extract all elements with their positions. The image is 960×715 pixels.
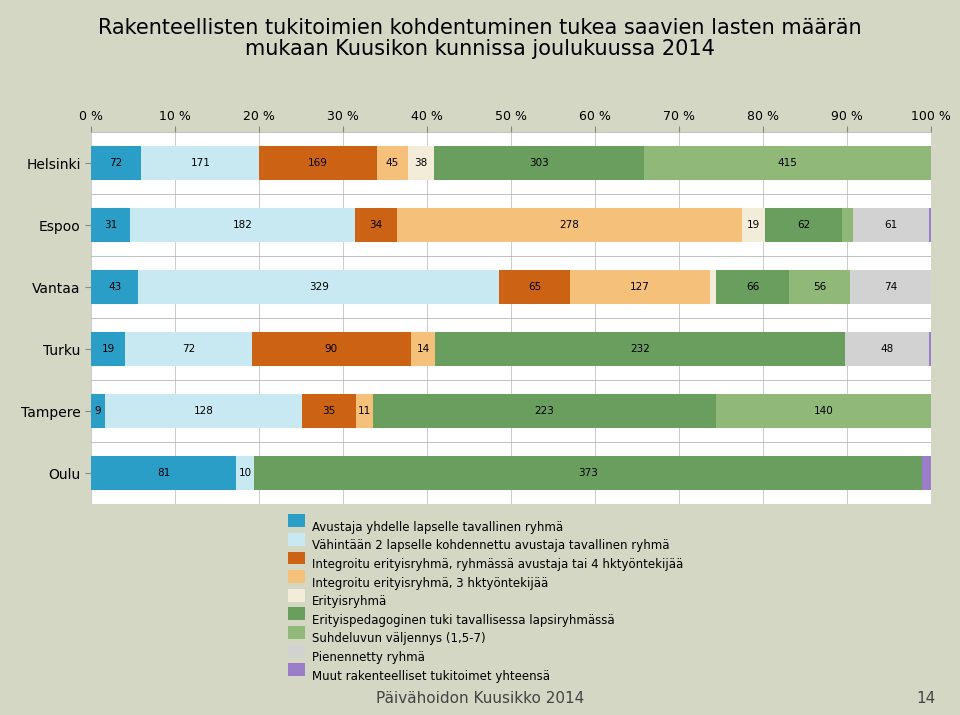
Text: 278: 278 bbox=[560, 220, 580, 230]
Bar bbox=[434, 147, 644, 180]
Text: Avustaja yhdelle lapselle tavallinen ryhmä: Avustaja yhdelle lapselle tavallinen ryh… bbox=[312, 521, 564, 534]
Bar bbox=[923, 456, 931, 490]
Bar bbox=[141, 147, 259, 180]
Bar bbox=[91, 332, 125, 366]
Text: 62: 62 bbox=[797, 220, 810, 230]
Bar bbox=[91, 208, 130, 242]
Bar bbox=[842, 208, 853, 242]
Bar bbox=[236, 456, 254, 490]
Text: 56: 56 bbox=[813, 282, 826, 292]
Text: 61: 61 bbox=[884, 220, 898, 230]
Bar bbox=[408, 147, 434, 180]
Bar bbox=[644, 147, 931, 180]
Text: 373: 373 bbox=[578, 468, 598, 478]
Text: Rakenteellisten tukitoimien kohdentuminen tukea saavien lasten määrän: Rakenteellisten tukitoimien kohdentumine… bbox=[98, 18, 862, 38]
Bar bbox=[845, 332, 929, 366]
Text: Erityisryhmä: Erityisryhmä bbox=[312, 595, 387, 608]
Text: Suhdeluvun väljennys (1,5-7): Suhdeluvun väljennys (1,5-7) bbox=[312, 632, 486, 646]
Text: 9: 9 bbox=[95, 406, 102, 416]
Bar bbox=[435, 332, 845, 366]
Bar bbox=[850, 270, 931, 305]
Bar bbox=[254, 456, 923, 490]
Bar bbox=[125, 332, 252, 366]
Text: 127: 127 bbox=[630, 282, 650, 292]
Text: Integroitu erityisryhmä, 3 hktyöntekijää: Integroitu erityisryhmä, 3 hktyöntekijää bbox=[312, 576, 548, 590]
Bar bbox=[376, 147, 408, 180]
Text: Pienennetty ryhmä: Pienennetty ryhmä bbox=[312, 651, 425, 664]
Bar bbox=[355, 208, 397, 242]
Bar bbox=[372, 394, 716, 428]
Text: 35: 35 bbox=[323, 406, 335, 416]
Text: 232: 232 bbox=[630, 344, 650, 354]
Text: 31: 31 bbox=[104, 220, 117, 230]
Bar bbox=[397, 208, 742, 242]
Bar bbox=[570, 270, 709, 305]
Text: Integroitu erityisryhmä, ryhmässä avustaja tai 4 hktyöntekijää: Integroitu erityisryhmä, ryhmässä avusta… bbox=[312, 558, 684, 571]
Text: 128: 128 bbox=[194, 406, 213, 416]
Text: 34: 34 bbox=[370, 220, 383, 230]
Text: 66: 66 bbox=[746, 282, 759, 292]
Bar bbox=[853, 208, 928, 242]
Bar bbox=[411, 332, 435, 366]
Text: 19: 19 bbox=[747, 220, 760, 230]
Bar bbox=[928, 208, 931, 242]
Text: 74: 74 bbox=[884, 282, 898, 292]
Bar bbox=[716, 270, 789, 305]
Text: 43: 43 bbox=[108, 282, 121, 292]
Text: 90: 90 bbox=[324, 344, 338, 354]
Bar bbox=[91, 147, 141, 180]
Text: 11: 11 bbox=[358, 406, 371, 416]
Bar bbox=[499, 270, 570, 305]
Text: Päivähoidon Kuusikko 2014: Päivähoidon Kuusikko 2014 bbox=[376, 691, 584, 706]
Bar bbox=[742, 208, 765, 242]
Text: 223: 223 bbox=[535, 406, 554, 416]
Text: 14: 14 bbox=[917, 691, 936, 706]
Text: 169: 169 bbox=[308, 158, 328, 168]
Bar bbox=[789, 270, 850, 305]
Bar bbox=[91, 456, 236, 490]
Text: 329: 329 bbox=[309, 282, 328, 292]
Text: 19: 19 bbox=[102, 344, 114, 354]
Bar bbox=[252, 332, 411, 366]
Bar bbox=[716, 394, 931, 428]
Text: 45: 45 bbox=[386, 158, 398, 168]
Text: 14: 14 bbox=[417, 344, 429, 354]
Bar bbox=[709, 270, 716, 305]
Bar bbox=[130, 208, 355, 242]
Bar bbox=[138, 270, 499, 305]
Text: 303: 303 bbox=[529, 158, 549, 168]
Bar bbox=[765, 208, 842, 242]
Bar bbox=[302, 394, 356, 428]
Bar bbox=[356, 394, 372, 428]
Bar bbox=[91, 270, 138, 305]
Text: mukaan Kuusikon kunnissa joulukuussa 2014: mukaan Kuusikon kunnissa joulukuussa 201… bbox=[245, 39, 715, 59]
Bar bbox=[929, 332, 931, 366]
Text: 38: 38 bbox=[414, 158, 427, 168]
Bar bbox=[105, 394, 302, 428]
Text: Muut rakenteelliset tukitoimet yhteensä: Muut rakenteelliset tukitoimet yhteensä bbox=[312, 669, 550, 683]
Text: Vähintään 2 lapselle kohdennettu avustaja tavallinen ryhmä: Vähintään 2 lapselle kohdennettu avustaj… bbox=[312, 539, 669, 553]
Text: 81: 81 bbox=[157, 468, 170, 478]
Text: 72: 72 bbox=[181, 344, 195, 354]
Text: 65: 65 bbox=[528, 282, 541, 292]
Text: Erityispedagoginen tuki tavallisessa lapsiryhmässä: Erityispedagoginen tuki tavallisessa lap… bbox=[312, 613, 614, 627]
Text: 171: 171 bbox=[190, 158, 210, 168]
Bar bbox=[91, 394, 105, 428]
Text: 48: 48 bbox=[880, 344, 894, 354]
Text: 140: 140 bbox=[814, 406, 833, 416]
Text: 415: 415 bbox=[778, 158, 798, 168]
Text: 10: 10 bbox=[239, 468, 252, 478]
Text: 182: 182 bbox=[232, 220, 252, 230]
Text: 72: 72 bbox=[109, 158, 123, 168]
Bar bbox=[259, 147, 376, 180]
